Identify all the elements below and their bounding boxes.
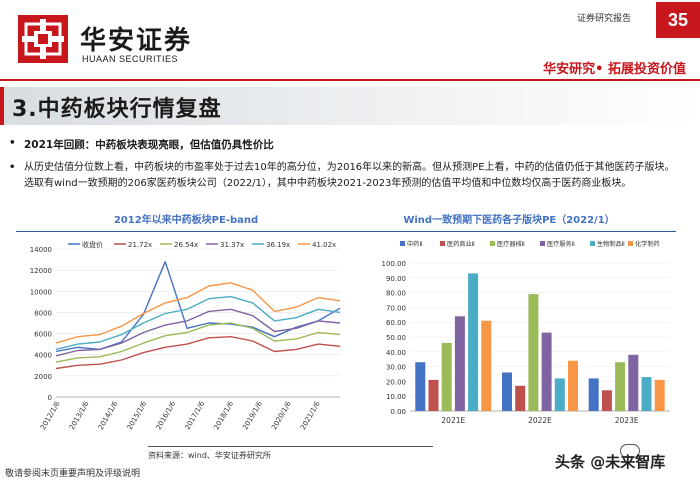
y-tick-label: 50.00 <box>386 334 406 342</box>
bar-1-0 <box>502 372 512 411</box>
legend-swatch <box>400 241 405 246</box>
legend-swatch <box>490 241 495 246</box>
bar-1-4 <box>554 378 565 411</box>
x-tick-label: 2021E <box>441 416 465 425</box>
bar-1-5 <box>568 360 578 411</box>
pe-band-chart-title: 2012年以来中药板块PE-band <box>113 215 259 226</box>
x-tick-label: 2015/1/6 <box>126 400 149 432</box>
legend-label: 21.72x <box>128 241 152 249</box>
bar-2-1 <box>601 390 612 411</box>
bar-2-0 <box>588 378 599 411</box>
bar-0-0 <box>415 362 426 411</box>
x-tick-label: 2023E <box>615 416 639 425</box>
legend-label: 医疗服务Ⅱ <box>547 240 575 248</box>
brand-name-en: HUAAN SECURITIES <box>82 54 179 64</box>
y-tick-label: 70.00 <box>386 304 406 312</box>
bar-2-5 <box>654 379 665 411</box>
title-band <box>0 87 700 125</box>
x-tick-label: 2017/1/6 <box>184 400 207 432</box>
bar-1-2 <box>528 294 539 411</box>
bar-1-1 <box>515 385 526 411</box>
legend-label: 中药Ⅱ <box>407 240 422 248</box>
x-tick-label: 2016/1/6 <box>155 400 178 432</box>
chart-divider <box>16 231 676 232</box>
legend-label: 化学制药 <box>635 240 660 248</box>
brand-name-cn: 华安证券 <box>80 26 193 56</box>
y-tick-label: 10000 <box>30 288 52 296</box>
pe-bar-chart-title: Wind一致预期下医药各子版块PE（2022/1） <box>403 215 615 226</box>
legend-label: 生物制品Ⅱ <box>597 240 625 248</box>
report-type: 证券研究报告 <box>577 14 632 24</box>
slogan: 华安研究• 拓展投资价值 <box>543 62 686 77</box>
bar-1-3 <box>541 332 552 411</box>
y-tick-label: 30.00 <box>386 364 406 372</box>
legend-swatch <box>440 241 445 246</box>
series-line-5 <box>55 282 341 344</box>
bar-2-2 <box>615 362 626 411</box>
legend-label: 医药商业Ⅱ <box>447 240 475 248</box>
legend-swatch <box>628 241 633 246</box>
y-tick-label: 90.00 <box>386 275 406 283</box>
y-tick-label: 20.00 <box>386 378 406 386</box>
section-title: 3.中药板块行情复盘 <box>12 97 222 122</box>
y-tick-label: 8000 <box>34 309 52 317</box>
y-tick-label: 14000 <box>30 246 52 254</box>
series-line-4 <box>55 295 341 351</box>
bar-0-4 <box>468 273 479 411</box>
y-tick-label: 60.00 <box>386 319 406 327</box>
brand-logo <box>18 15 68 63</box>
source-divider <box>148 446 433 447</box>
watermark-icon <box>620 444 640 458</box>
y-tick-label: 80.00 <box>386 290 406 298</box>
x-tick-label: 2019/1/6 <box>241 400 264 432</box>
x-tick-label: 2018/1/6 <box>212 400 235 432</box>
pe-band-chart: 0 2000 4000 6000 8000 10000 12000 14000 2012/1/6… <box>30 240 341 432</box>
series-line-3 <box>55 308 341 357</box>
y-tick-label: 12000 <box>30 267 52 275</box>
y-tick-label: 40.00 <box>386 349 406 357</box>
series-line-1 <box>55 335 341 370</box>
legend-label: 收盘价 <box>82 240 103 249</box>
bullet-summary: 2021年回顾：中药板块表现亮眼，但估值仍具性价比 <box>9 137 274 152</box>
legend-label: 31.37x <box>220 241 244 249</box>
bar-2-4 <box>641 377 652 411</box>
bar-2-3 <box>628 354 639 411</box>
legend-label: 41.02x <box>312 241 336 249</box>
bar-0-2 <box>441 342 452 411</box>
y-tick-label: 10.00 <box>386 393 406 401</box>
disclaimer: 敬请参阅末页重要声明及评级说明 <box>5 469 141 479</box>
bar-0-5 <box>481 320 492 411</box>
watermark: 头条 @未来智库 <box>555 453 666 471</box>
bullet-body: 从历史估值分位数上看，中药板块的市盈率处于过去10年的高分位，为2016年以来的… <box>9 160 684 191</box>
x-tick-label: 2020/1/6 <box>270 400 293 432</box>
y-tick-label: 4000 <box>34 352 52 360</box>
legend-label: 医疗器械Ⅱ <box>497 240 525 248</box>
bar-0-1 <box>428 379 439 411</box>
x-tick-label: 2013/1/6 <box>68 400 91 432</box>
y-tick-label: 0.00 <box>390 408 406 416</box>
source-note: 资料来源：wind、华安证券研究所 <box>148 451 271 460</box>
legend-label: 36.19x <box>266 241 290 249</box>
y-tick-label: 0 <box>48 394 52 402</box>
y-tick-label: 100.00 <box>382 260 407 268</box>
legend-label: 26.54x <box>174 241 198 249</box>
legend-swatch <box>590 241 595 246</box>
x-tick-label: 2012/1/6 <box>39 400 62 432</box>
bar-0-3 <box>454 316 465 411</box>
x-tick-label: 2021/1/6 <box>299 400 322 432</box>
y-tick-label: 6000 <box>34 331 52 339</box>
y-tick-label: 2000 <box>34 373 52 381</box>
legend-swatch <box>540 241 545 246</box>
pe-bar-chart: 0.00 10.00 20.00 30.00 40.00 50.00 60.00 70.00 8… <box>382 240 670 425</box>
x-tick-label: 2022E <box>528 416 552 425</box>
page-number: 35 <box>656 2 700 38</box>
logo-mark-icon <box>22 19 64 59</box>
series-line-2 <box>55 322 341 363</box>
x-tick-label: 2014/1/6 <box>97 400 120 432</box>
header-divider <box>0 79 700 81</box>
